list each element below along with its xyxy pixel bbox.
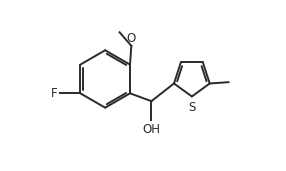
- Text: OH: OH: [142, 123, 160, 136]
- Text: O: O: [127, 31, 136, 44]
- Text: S: S: [188, 101, 196, 114]
- Text: F: F: [51, 87, 58, 100]
